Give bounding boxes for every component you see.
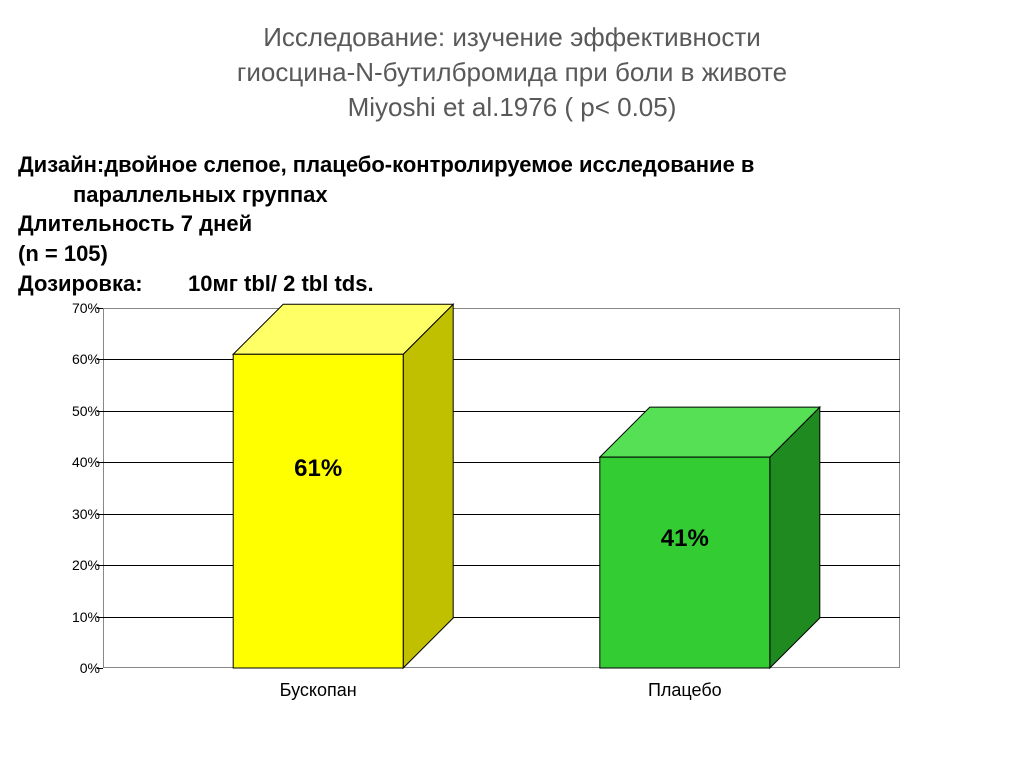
bar-chart: 0%10%20%30%40%50%60%70%61%Бускопан41%Пла…	[40, 308, 900, 708]
bar-svg	[40, 308, 950, 668]
desc-line-2: Длительность 7 дней	[18, 211, 252, 236]
slide-title: Исследование: изучение эффективности гио…	[0, 20, 1024, 125]
desc-line-1a: Дизайн:двойное слепое, плацебо-контролир…	[18, 152, 754, 177]
desc-line-1b: параллельных группах	[18, 180, 1006, 210]
study-description: Дизайн:двойное слепое, плацебо-контролир…	[18, 150, 1006, 298]
bar-front	[600, 457, 770, 668]
y-tick-mark	[97, 668, 103, 669]
title-line-2: гиосцина-N-бутилбромида при боли в живот…	[237, 57, 787, 87]
title-line-3: Miyoshi et al.1976 ( p< 0.05)	[348, 92, 677, 122]
desc-line-4-label: Дозировка:	[18, 269, 188, 299]
bar-value-label: 41%	[600, 525, 770, 553]
title-line-1: Исследование: изучение эффективности	[263, 22, 761, 52]
slide-root: Исследование: изучение эффективности гио…	[0, 0, 1024, 767]
x-category-label: Бускопан	[213, 680, 423, 701]
desc-line-3: (n = 105)	[18, 241, 108, 266]
desc-line-4-value: 10мг tbl/ 2 tbl tds.	[188, 269, 374, 299]
x-category-label: Плацебо	[580, 680, 790, 701]
